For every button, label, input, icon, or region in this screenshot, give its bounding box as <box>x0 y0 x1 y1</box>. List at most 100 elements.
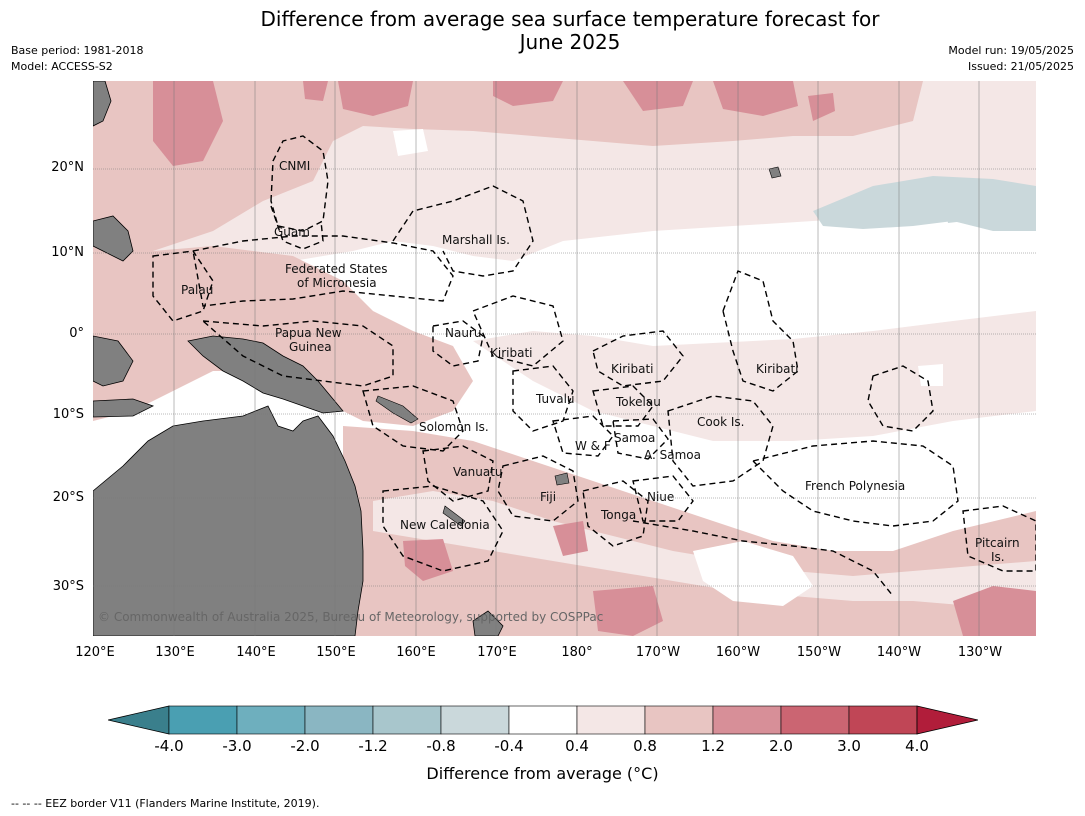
place-label-new-caledonia: New Caledonia <box>400 518 490 532</box>
place-label-american-samoa: A. Samoa <box>644 448 701 462</box>
eez-kiribati-central <box>592 330 684 387</box>
eez-fsm <box>192 235 454 307</box>
colorbar-tick-2.0: 2.0 <box>769 737 793 755</box>
eez-south-chain <box>632 520 894 597</box>
anomaly-hotspot-9 <box>593 586 663 636</box>
eez-png <box>200 320 394 387</box>
place-label-kiribati-west: Kiribati <box>490 346 533 360</box>
colorbar <box>108 705 978 735</box>
place-label-nauru: Nauru <box>445 326 482 340</box>
eez-palau <box>152 250 214 322</box>
lon-label-130e: 130°E <box>155 645 195 660</box>
colorbar-segment-5 <box>440 705 510 735</box>
map-title-line2: June 2025 <box>519 30 621 54</box>
lon-label-160w: 160°W <box>715 645 761 660</box>
lon-label-120e: 120°E <box>75 645 115 660</box>
place-label-solomon-islands: Solomon Is. <box>419 420 489 434</box>
colorbar-tick-4.0: 4.0 <box>905 737 929 755</box>
anomaly-hotspot-4 <box>493 81 563 106</box>
place-label-kiribati-east: Kiribati <box>756 362 799 376</box>
colorbar-segment-10 <box>780 705 850 735</box>
eez-east-circle <box>867 365 934 432</box>
anomaly-hotspot-7 <box>808 93 835 121</box>
place-label-kiribati-central: Kiribati <box>611 362 654 376</box>
colorbar-extend-high <box>916 705 978 735</box>
eez-tuvalu <box>512 365 574 432</box>
map-title-line1: Difference from average sea surface temp… <box>260 7 880 31</box>
sst-anomaly-map <box>93 81 1036 636</box>
colorbar-segment-1 <box>168 705 238 735</box>
eez-borders <box>152 135 1036 597</box>
place-label-palau: Palau <box>181 283 214 297</box>
west-islands-landmass-3 <box>93 335 134 387</box>
lat-label-10n: 10°N <box>51 245 84 260</box>
colorbar-segment-8 <box>644 705 714 735</box>
eez-new-caledonia <box>382 485 504 572</box>
place-label-png-line1: Papua New <box>275 326 342 340</box>
base-period: Base period: 1981-2018 <box>11 44 144 57</box>
lat-label-0: 0° <box>69 326 84 341</box>
place-label-vanuatu: Vanuatu <box>453 465 503 479</box>
colorbar-segment-2 <box>236 705 306 735</box>
eez-marshall <box>392 185 534 277</box>
colorbar-extend-low <box>108 705 170 735</box>
lon-label-140w: 140°W <box>876 645 922 660</box>
place-label-pitcairn-line2: Is. <box>991 550 1005 564</box>
anomaly-hotspot-5 <box>623 81 693 111</box>
anomaly-white-patch-east-north <box>918 364 943 386</box>
lon-label-130w: 130°W <box>957 645 1003 660</box>
copyright-notice: © Commonwealth of Australia 2025, Bureau… <box>98 610 604 624</box>
west-islands-landmass <box>93 81 112 127</box>
colorbar-segment-7 <box>576 705 646 735</box>
eez-kiribati-west <box>472 295 564 367</box>
model-name: Model: ACCESS-S2 <box>11 60 113 73</box>
eez-guam <box>270 205 324 250</box>
anomaly-hotspot-1 <box>153 81 223 166</box>
metadata-right: Model run: 19/05/2025 Issued: 21/05/2025 <box>948 43 1074 75</box>
colorbar-segments <box>108 705 978 735</box>
eez-niue <box>632 475 694 522</box>
anomaly-region-medium-north <box>93 81 923 261</box>
place-label-fiji: Fiji <box>540 490 557 504</box>
place-label-wallis-futuna: W & F <box>575 439 611 453</box>
eez-tonga <box>582 480 649 547</box>
anomaly-cool-patch <box>813 176 1036 231</box>
anomaly-region-light-central <box>473 311 1036 441</box>
eez-french-polynesia <box>751 440 959 527</box>
colorbar-segment-11 <box>848 705 918 735</box>
lon-label-140e: 140°E <box>236 645 276 660</box>
place-label-cook-islands: Cook Is. <box>697 415 745 429</box>
place-label-tonga: Tonga <box>601 508 637 522</box>
lon-label-180: 180° <box>561 645 593 660</box>
colorbar-segment-9 <box>712 705 782 735</box>
lon-label-170e: 170°E <box>477 645 517 660</box>
model-run-date: Model run: 19/05/2025 <box>948 44 1074 57</box>
colorbar-tick-0.4: 0.4 <box>565 737 589 755</box>
west-islands-landmass-4 <box>93 398 155 418</box>
lon-label-150w: 150°W <box>796 645 842 660</box>
new-caledonia-island <box>442 505 466 527</box>
issued-date: Issued: 21/05/2025 <box>967 60 1074 73</box>
anomaly-hotspot-3 <box>338 81 413 116</box>
eez-kiribati-east <box>722 270 799 392</box>
colorbar-tick-3.0: 3.0 <box>837 737 861 755</box>
lon-label-160e: 160°E <box>396 645 436 660</box>
eez-samoa <box>612 418 669 460</box>
colorbar-segment-4 <box>372 705 442 735</box>
anomaly-hotspot-6 <box>713 81 798 116</box>
colorbar-tick-1.2: 1.2 <box>701 737 725 755</box>
colorbar-tick--2.0: -2.0 <box>290 737 320 755</box>
eez-tokelau <box>592 385 654 427</box>
new-guinea-landmass <box>187 335 344 414</box>
place-label-samoa: Samoa <box>614 431 656 445</box>
anomaly-white-patch-south <box>693 541 813 606</box>
west-islands-landmass-2 <box>93 215 134 262</box>
place-label-fsm-line2: of Micronesia <box>297 276 377 290</box>
lon-label-150e: 150°E <box>316 645 356 660</box>
graticule <box>93 81 1036 636</box>
eez-solomon <box>362 385 464 452</box>
eez-pitcairn <box>962 505 1036 572</box>
lat-label-20s: 20°S <box>52 490 84 505</box>
place-label-tokelau: Tokelau <box>616 395 661 409</box>
anomaly-white-patch-north <box>393 129 428 156</box>
